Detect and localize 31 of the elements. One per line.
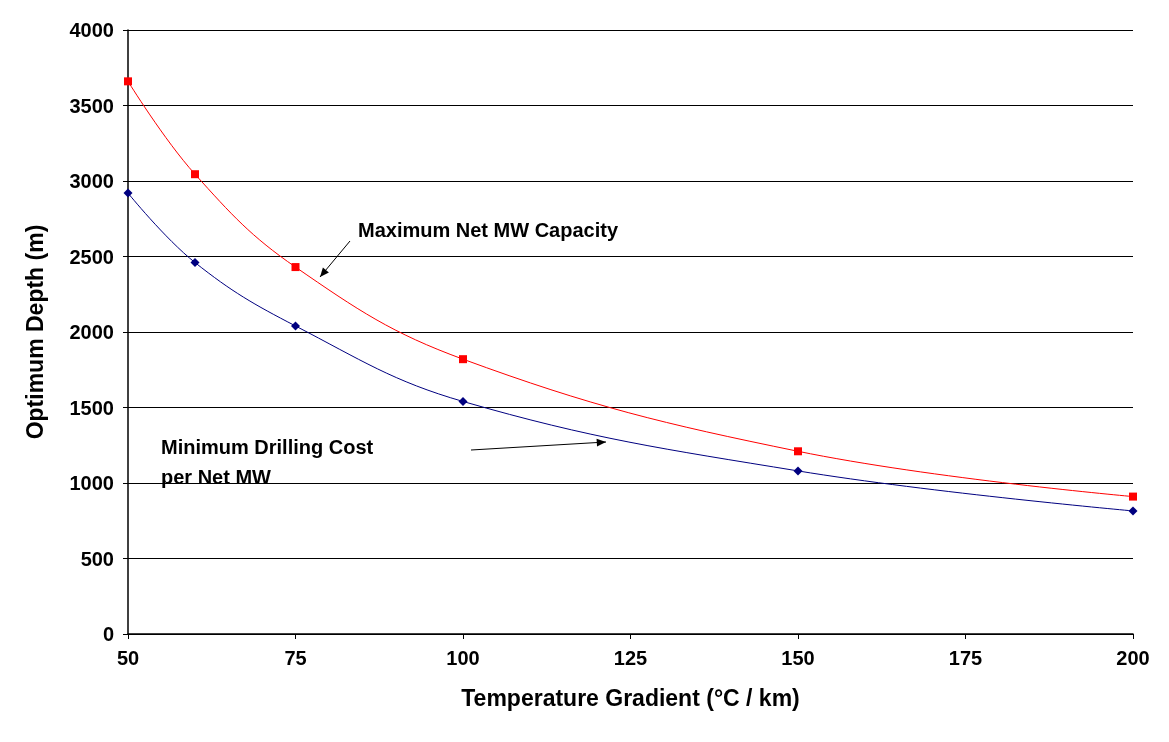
x-tick-label: 200	[1116, 647, 1150, 669]
point	[793, 466, 803, 476]
point	[458, 396, 468, 406]
y-tick-label: 500	[80, 547, 114, 570]
y-tick-label: 3000	[69, 170, 114, 192]
y-tick-label: 1000	[69, 472, 114, 494]
point	[291, 263, 300, 272]
point	[1129, 492, 1137, 501]
x-tick-label: 150	[781, 647, 815, 669]
point	[291, 321, 300, 331]
point	[124, 77, 132, 86]
x-tick-label: 50	[116, 647, 140, 669]
point	[1128, 506, 1138, 516]
y-tick-label: 0	[102, 623, 114, 645]
y-tick-label: 2000	[69, 321, 114, 343]
y-tick-label: 1500	[69, 396, 114, 419]
point	[794, 447, 802, 456]
x-tick-label: 175	[948, 647, 983, 669]
annotation: Maximum Net MW Capacity	[358, 218, 619, 243]
y-tick-label: 2500	[69, 245, 114, 268]
y-axis-title: Optimum Depth (m)	[21, 224, 48, 440]
x-tick-label: 100	[446, 647, 480, 669]
point	[190, 258, 200, 268]
x-tick-label: 125	[613, 647, 648, 669]
point	[123, 188, 133, 198]
point	[191, 170, 199, 179]
point	[459, 355, 467, 364]
x-tick-label: 75	[284, 647, 307, 669]
y-tick-label: 4000	[69, 19, 114, 41]
x-axis-title: Temperature Gradient (°C / km)	[461, 684, 800, 711]
y-tick-label: 3500	[69, 94, 114, 117]
